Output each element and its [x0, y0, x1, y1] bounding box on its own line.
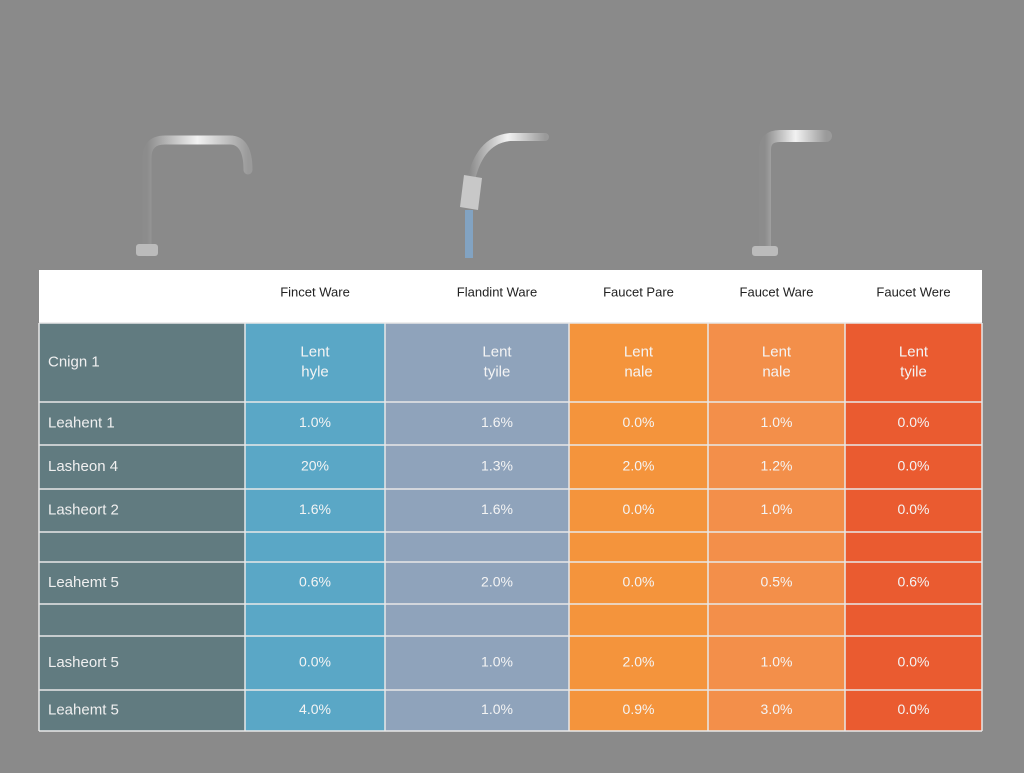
cell-value: 0.0%	[898, 414, 930, 430]
faucet-2	[460, 133, 549, 258]
cell-value: 1.0%	[481, 701, 513, 717]
cell-value: 0.0%	[898, 458, 930, 474]
column-fill	[245, 323, 385, 731]
row-label: Lasheon 4	[48, 458, 118, 475]
cell-text: Lent	[482, 343, 512, 360]
cell-value: 1.3%	[481, 458, 513, 474]
row-label: Lasheort 5	[48, 654, 119, 671]
cell-value: 0.0%	[623, 414, 655, 430]
cell-text: Lent	[762, 343, 792, 360]
cell-value: 0.9%	[623, 701, 655, 717]
column-fill	[708, 323, 845, 731]
cell-value: 0.0%	[299, 654, 331, 670]
cell-text: Lent	[300, 343, 330, 360]
faucet-3	[752, 130, 832, 256]
cell-value: 1.0%	[761, 414, 793, 430]
column-fill	[569, 323, 708, 731]
column-header: Faucet Ware	[740, 284, 814, 299]
cell-text: nale	[762, 363, 790, 380]
cell-value: 1.6%	[481, 414, 513, 430]
cell-value: 1.0%	[299, 414, 331, 430]
cell-value: 2.0%	[481, 574, 513, 590]
column-header: Faucet Were	[876, 284, 950, 299]
cell-text: Lent	[899, 343, 929, 360]
cell-value: 3.0%	[761, 701, 793, 717]
row-label: Cnign 1	[48, 353, 100, 370]
column-fill	[39, 323, 245, 731]
cell-value: 1.6%	[299, 501, 331, 517]
cell-value: 1.0%	[761, 501, 793, 517]
cell-value: 1.0%	[761, 654, 793, 670]
cell-value: 20%	[301, 458, 329, 474]
faucet-1	[136, 135, 253, 257]
cell-text: hyle	[301, 363, 329, 380]
column-header: Fincet Ware	[280, 284, 350, 299]
header-row	[39, 270, 982, 323]
row-label: Lasheort 2	[48, 501, 119, 518]
cell-value: 0.6%	[898, 574, 930, 590]
cell-value: 0.0%	[623, 501, 655, 517]
cell-value: 0.6%	[299, 574, 331, 590]
cell-value: 1.6%	[481, 501, 513, 517]
cell-value: 0.0%	[898, 654, 930, 670]
cell-text: nale	[624, 363, 652, 380]
cell-value: 0.0%	[623, 574, 655, 590]
column-header: Flandint Ware	[457, 284, 537, 299]
column-fill	[385, 323, 569, 731]
cell-value: 0.0%	[898, 501, 930, 517]
column-header: Faucet Pare	[603, 284, 674, 299]
cell-value: 4.0%	[299, 701, 331, 717]
cell-value: 1.2%	[761, 458, 793, 474]
row-label: Leahemt 5	[48, 574, 119, 591]
row-label: Leahent 1	[48, 414, 115, 431]
cell-value: 0.0%	[898, 701, 930, 717]
cell-value: 0.5%	[761, 574, 793, 590]
cell-value: 1.0%	[481, 654, 513, 670]
cell-text: tyile	[900, 363, 927, 380]
table: Fincet Ware Flandint Ware Faucet Pare Fauce…	[38, 270, 983, 732]
cell-value: 2.0%	[623, 458, 655, 474]
row-label: Leahemt 5	[48, 701, 119, 718]
cell-text: tyile	[484, 363, 511, 380]
column-fill	[845, 323, 982, 731]
cell-value: 2.0%	[623, 654, 655, 670]
cell-text: Lent	[624, 343, 654, 360]
